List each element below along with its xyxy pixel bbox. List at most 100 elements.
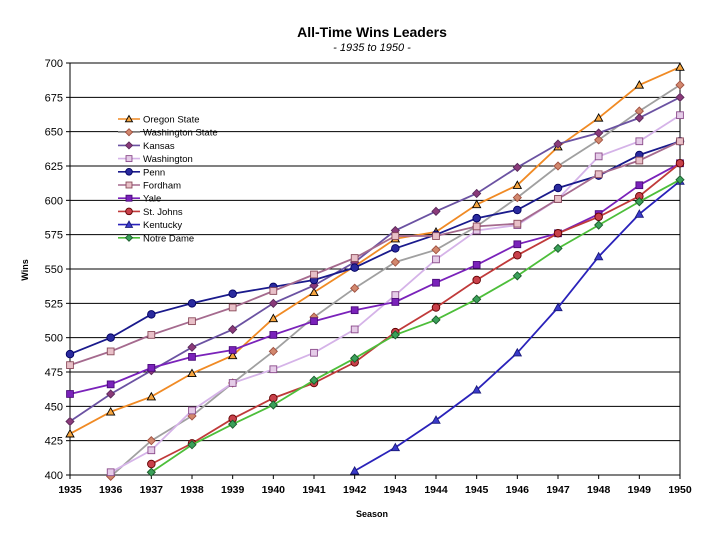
data-point — [472, 294, 482, 304]
data-point — [634, 197, 644, 207]
data-point — [472, 222, 481, 231]
data-point — [65, 416, 75, 427]
data-point — [187, 368, 197, 378]
data-point — [310, 348, 318, 357]
legend-label: Penn — [143, 167, 165, 178]
data-point — [471, 199, 482, 209]
series-kansas — [65, 92, 685, 427]
legend-item: Fordham — [118, 181, 181, 192]
y-tick-label: 400 — [45, 470, 63, 482]
data-point — [269, 331, 278, 339]
data-point — [106, 468, 115, 477]
x-tick-label: 1945 — [465, 484, 489, 496]
data-point — [554, 195, 562, 203]
data-point — [391, 291, 400, 299]
series-line — [150, 162, 681, 465]
data-point — [390, 442, 401, 452]
data-point — [675, 159, 685, 168]
data-point — [553, 183, 563, 193]
data-point — [594, 170, 603, 179]
y-tick-label: 675 — [45, 92, 63, 104]
series-line — [69, 140, 681, 366]
y-tick-label: 525 — [45, 298, 63, 310]
data-point — [106, 389, 116, 399]
series-line — [150, 178, 681, 474]
data-point — [309, 375, 319, 385]
data-point — [187, 342, 197, 352]
data-point — [512, 271, 522, 281]
series-kentucky — [349, 176, 685, 475]
data-point — [594, 135, 604, 145]
data-point — [431, 415, 441, 424]
data-point — [472, 213, 481, 223]
x-tick-label: 1944 — [424, 484, 448, 496]
y-tick-label: 550 — [45, 264, 63, 276]
x-tick-label: 1937 — [140, 484, 164, 496]
legend-item: Yale — [118, 194, 161, 205]
data-point — [147, 364, 156, 372]
data-point — [553, 243, 563, 254]
data-point — [634, 113, 644, 123]
series-notre-dame — [146, 175, 685, 477]
data-point — [268, 400, 278, 410]
x-tick-label: 1949 — [628, 484, 652, 496]
x-axis: 1935 1936 1937 1938 1939 1940 1941 1942 1943 1944… — [58, 475, 692, 496]
data-point — [432, 278, 440, 287]
data-point — [268, 346, 278, 357]
data-point — [553, 161, 563, 171]
data-point — [472, 188, 482, 199]
data-point — [106, 380, 115, 389]
data-point — [512, 180, 523, 189]
data-point — [634, 80, 645, 89]
data-point — [635, 156, 644, 165]
x-tick-label: 1948 — [587, 484, 611, 496]
data-point — [349, 465, 360, 475]
data-point — [65, 349, 75, 359]
data-point — [391, 298, 400, 306]
legend-item: Notre Dame — [118, 233, 194, 244]
data-point — [146, 436, 156, 446]
legend-label: St. Johns — [143, 207, 183, 218]
x-axis-label: Season — [356, 509, 388, 519]
legend-swatch-marker — [124, 233, 134, 242]
data-point — [390, 330, 400, 340]
data-point — [676, 111, 684, 120]
legend-swatch-marker — [124, 114, 134, 123]
legend-item: St. Johns — [118, 207, 183, 218]
series-group — [65, 62, 685, 482]
series-line — [69, 66, 681, 435]
data-point — [227, 350, 238, 360]
data-point — [187, 440, 197, 450]
data-point — [269, 365, 278, 374]
x-tick-label: 1947 — [546, 484, 570, 496]
data-point — [228, 303, 237, 312]
legend-swatch-marker — [125, 207, 133, 216]
legend-swatch-marker — [125, 168, 133, 176]
chart-subtitle: - 1935 to 1950 - — [333, 42, 411, 54]
legend-label: Oregon State — [143, 115, 200, 126]
data-point — [513, 205, 522, 215]
y-tick-label: 575 — [45, 230, 63, 242]
legend-label: Yale — [143, 194, 161, 205]
data-point — [512, 162, 522, 173]
data-point — [513, 219, 522, 228]
data-point — [513, 251, 522, 260]
series-st-johns — [147, 159, 685, 469]
data-point — [66, 390, 74, 398]
legend-swatch-marker — [125, 181, 133, 189]
series-line — [110, 84, 681, 478]
series-washington-state — [106, 80, 685, 482]
data-point — [512, 192, 522, 203]
data-point — [66, 361, 74, 369]
legend: Oregon State Washington State Kansas Washin… — [118, 114, 218, 244]
y-axis-label: Wins — [20, 259, 30, 280]
data-point — [432, 255, 440, 264]
x-tick-label: 1946 — [506, 484, 530, 496]
data-point — [675, 92, 685, 102]
legend-label: Notre Dame — [143, 233, 194, 244]
x-tick-label: 1940 — [262, 484, 286, 496]
data-point — [593, 251, 604, 261]
series-line — [69, 162, 681, 395]
data-point — [391, 232, 400, 240]
